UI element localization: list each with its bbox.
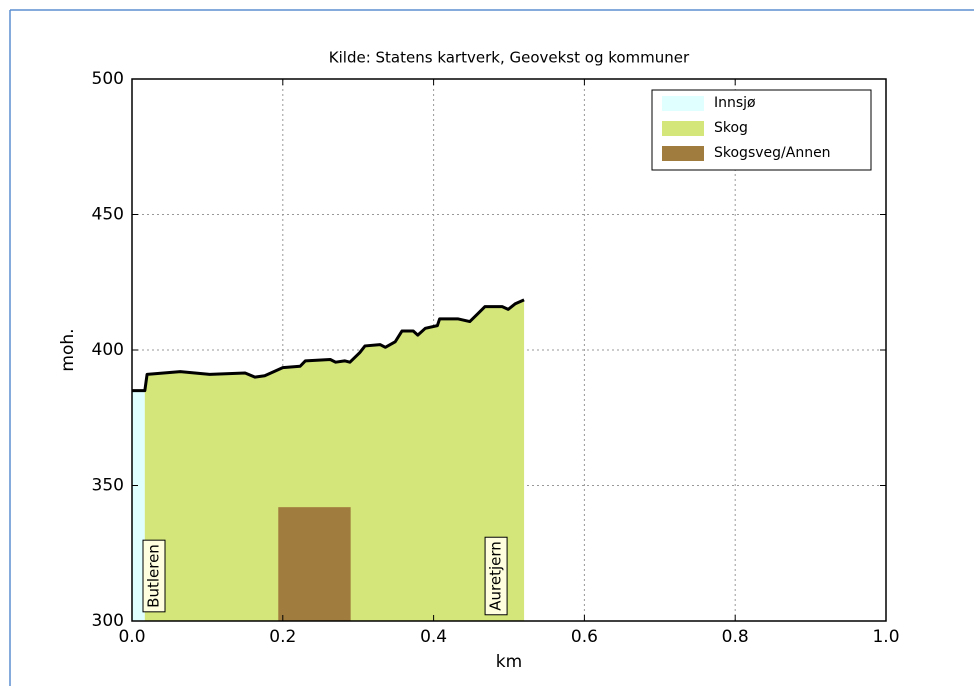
y-tick-label: 500 [92, 69, 124, 89]
region-area [132, 390, 145, 621]
legend-label: Skogsveg/Annen [714, 145, 831, 161]
annotation: Auretjern [484, 536, 508, 616]
annotation-box [484, 536, 508, 616]
y-tick-label: 400 [92, 340, 124, 360]
legend-swatch [662, 121, 704, 136]
region-area [144, 299, 525, 621]
legend-label: Innsjø [714, 95, 756, 111]
legend-swatch [662, 96, 704, 111]
annotation-label: Auretjern [487, 541, 505, 611]
x-tick-label: 0.8 [722, 627, 749, 647]
y-tick-label: 350 [92, 476, 124, 496]
x-tick-label: 0.4 [420, 627, 447, 647]
annotation-label: Butleren [145, 544, 163, 608]
y-tick-label: 450 [92, 205, 124, 225]
annotation: Butleren [142, 539, 166, 613]
region-band [278, 507, 351, 621]
profile-line [132, 298, 525, 393]
x-axis-label: km [496, 652, 522, 672]
y-tick-label: 300 [92, 611, 124, 631]
x-tick-label: 0.2 [269, 627, 296, 647]
legend-label: Skog [714, 120, 748, 136]
y-axis-label: moh. [58, 328, 78, 371]
chart-title: Kilde: Statens kartverk, Geovekst og kom… [329, 49, 690, 67]
x-tick-label: 0.6 [571, 627, 598, 647]
x-tick-label: 1.0 [872, 627, 899, 647]
annotation-box [142, 539, 166, 613]
legend-swatch [662, 146, 704, 161]
x-tick-label: 0.0 [118, 627, 145, 647]
